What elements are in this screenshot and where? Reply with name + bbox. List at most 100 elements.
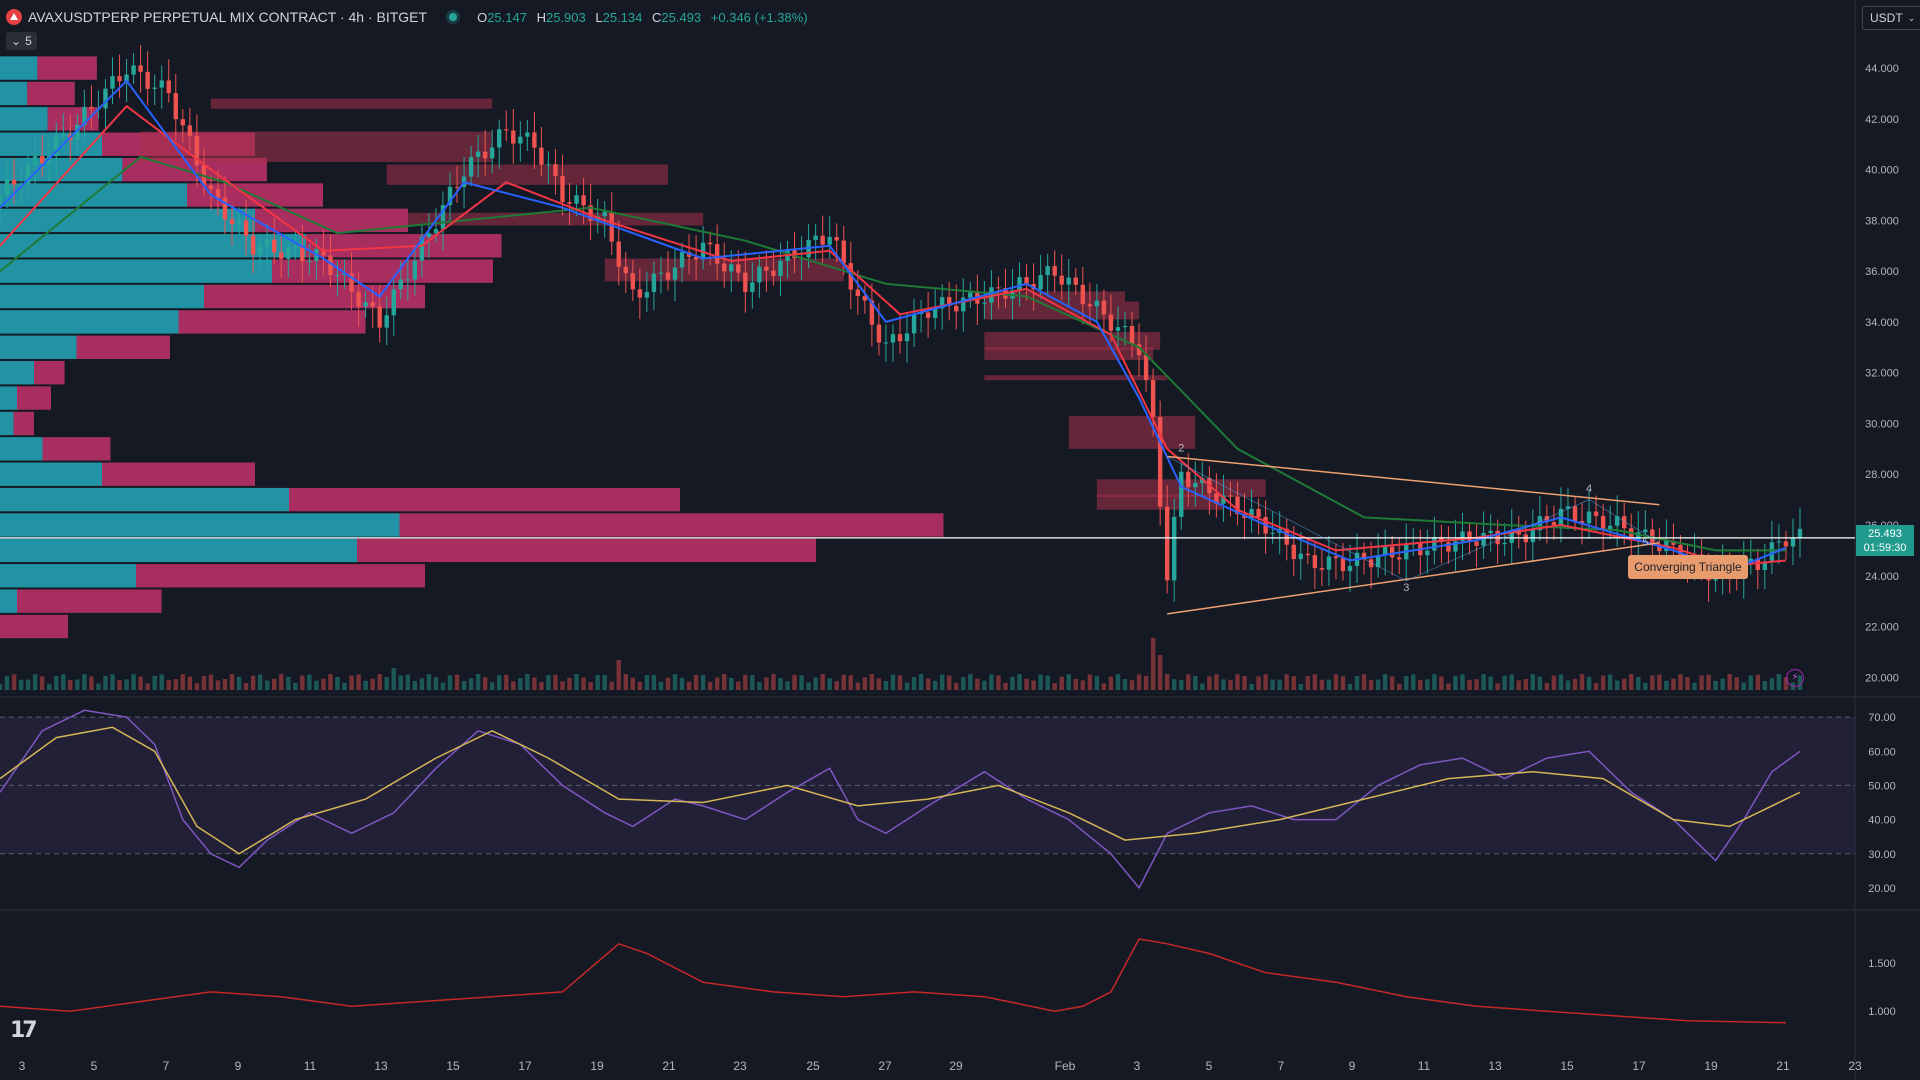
volume-bar bbox=[1439, 676, 1444, 690]
volume-bar bbox=[630, 677, 636, 690]
candle-body bbox=[855, 289, 861, 297]
volume-profile-buy bbox=[0, 310, 179, 334]
candle-body bbox=[1790, 538, 1796, 547]
volume-bar bbox=[1080, 680, 1086, 690]
time-tick-label: 21 bbox=[662, 1059, 676, 1073]
price-tick-label: 20.000 bbox=[1865, 672, 1899, 684]
candle-body bbox=[110, 76, 115, 89]
candle-body bbox=[1179, 471, 1184, 517]
candle-body bbox=[75, 124, 80, 141]
volume-bar bbox=[658, 681, 664, 690]
candle-body bbox=[939, 297, 945, 309]
candle-body bbox=[1593, 511, 1599, 516]
candle-body bbox=[215, 189, 221, 198]
volume-bar bbox=[68, 679, 73, 690]
candle-body bbox=[1073, 277, 1078, 285]
time-tick-label: 3 bbox=[19, 1059, 26, 1073]
candle-body bbox=[489, 147, 495, 159]
candle-body bbox=[672, 267, 678, 280]
volume-profile-buy bbox=[0, 487, 289, 512]
volume-profile-sell bbox=[255, 208, 408, 233]
volume-bar bbox=[1502, 675, 1507, 690]
volume-profile-buy bbox=[0, 284, 204, 309]
high-value: 25.903 bbox=[545, 9, 586, 25]
volume-bar bbox=[1432, 674, 1437, 690]
volume-bar bbox=[1003, 682, 1008, 690]
candle-body bbox=[1586, 511, 1592, 524]
time-tick-label: 21 bbox=[1776, 1059, 1790, 1073]
volume-bar bbox=[1404, 675, 1409, 690]
volume-bar bbox=[1727, 674, 1732, 690]
candle-body bbox=[1129, 326, 1135, 345]
candle-body bbox=[1446, 542, 1451, 552]
volume-profile-sell bbox=[34, 361, 65, 385]
volume-profile-buy bbox=[0, 56, 38, 80]
candle-body bbox=[1389, 546, 1395, 558]
volume-bar bbox=[1284, 674, 1289, 690]
symbol-title[interactable]: AVAXUSDTPERP PERPETUAL MIX CONTRACT · 4h… bbox=[28, 9, 428, 25]
volume-bar bbox=[96, 683, 101, 690]
volume-bar bbox=[1157, 655, 1163, 690]
volume-bar bbox=[454, 674, 460, 690]
time-tick-label: 19 bbox=[1704, 1059, 1718, 1073]
volume-bar bbox=[363, 680, 368, 690]
tradingview-logo-icon[interactable]: 17 bbox=[10, 1018, 38, 1043]
last-price-tag: 25.493 01:59:30 bbox=[1856, 525, 1914, 556]
candle-body bbox=[1326, 556, 1332, 570]
volume-bar bbox=[1066, 674, 1071, 690]
candle-body bbox=[1143, 355, 1149, 381]
volume-bar bbox=[1425, 679, 1430, 690]
candle-body bbox=[1502, 542, 1507, 545]
volume-bar bbox=[700, 675, 706, 690]
candle-body bbox=[574, 195, 579, 204]
lightning-icon[interactable]: ⚡ bbox=[1786, 669, 1804, 687]
volume-bar bbox=[82, 674, 87, 690]
candle-body bbox=[827, 237, 832, 245]
triangle-point-label: 5 bbox=[1642, 536, 1648, 548]
candle-body bbox=[532, 132, 537, 148]
volume-profile-buy bbox=[0, 208, 255, 233]
candle-body bbox=[1298, 553, 1303, 560]
volume-bar bbox=[412, 680, 418, 690]
volume-bar bbox=[1270, 679, 1275, 690]
candle-body bbox=[623, 266, 628, 274]
volume-bar bbox=[595, 675, 600, 690]
candle-body bbox=[729, 264, 734, 272]
candle-body bbox=[293, 246, 298, 248]
currency-selector[interactable]: USDT ⌄ bbox=[1862, 6, 1920, 30]
time-tick-label: 19 bbox=[590, 1059, 604, 1073]
volume-profile-sell bbox=[136, 564, 425, 588]
volume-profile-sell bbox=[42, 437, 111, 461]
candle-body bbox=[1783, 541, 1789, 547]
volume-bar bbox=[1629, 674, 1634, 690]
indicators-toggle[interactable]: ⌄ 5 bbox=[6, 32, 37, 50]
volume-bar bbox=[405, 674, 411, 690]
candle-body bbox=[961, 297, 966, 312]
volume-bar bbox=[1579, 674, 1585, 690]
volume-bar bbox=[982, 680, 987, 690]
volume-bar bbox=[187, 676, 193, 690]
candle-body bbox=[377, 306, 382, 328]
volume-bar bbox=[1193, 675, 1198, 690]
candle-body bbox=[1509, 529, 1514, 543]
volume-profile-buy bbox=[0, 157, 123, 182]
candle-body bbox=[1333, 556, 1339, 559]
close-label: C bbox=[652, 9, 662, 25]
candle-body bbox=[166, 80, 171, 94]
volume-bar bbox=[1692, 682, 1697, 690]
volume-bar bbox=[272, 678, 277, 690]
candle-body bbox=[124, 74, 129, 82]
candle-body bbox=[1115, 327, 1121, 331]
volume-bar bbox=[1586, 676, 1592, 690]
volume-bar bbox=[1291, 676, 1296, 690]
time-tick-label: 13 bbox=[374, 1059, 388, 1073]
volume-bar bbox=[377, 674, 382, 690]
volume-bar bbox=[750, 675, 755, 690]
volume-bar bbox=[1650, 675, 1655, 690]
candle-body bbox=[1038, 275, 1043, 290]
volume-bar bbox=[827, 678, 832, 690]
volume-bar bbox=[707, 681, 713, 690]
candle-body bbox=[1347, 565, 1353, 572]
volume-bar bbox=[1593, 683, 1599, 690]
